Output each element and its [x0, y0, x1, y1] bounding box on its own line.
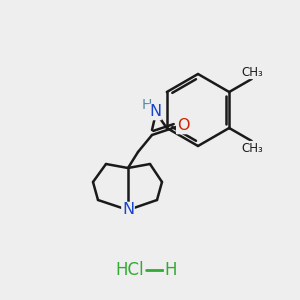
Text: H: H	[165, 261, 177, 279]
Text: HCl: HCl	[116, 261, 144, 279]
Text: H: H	[142, 98, 152, 112]
Text: CH₃: CH₃	[242, 65, 264, 79]
Text: O: O	[177, 118, 189, 134]
Text: N: N	[149, 104, 161, 119]
Text: N: N	[122, 202, 134, 217]
Text: CH₃: CH₃	[242, 142, 264, 154]
